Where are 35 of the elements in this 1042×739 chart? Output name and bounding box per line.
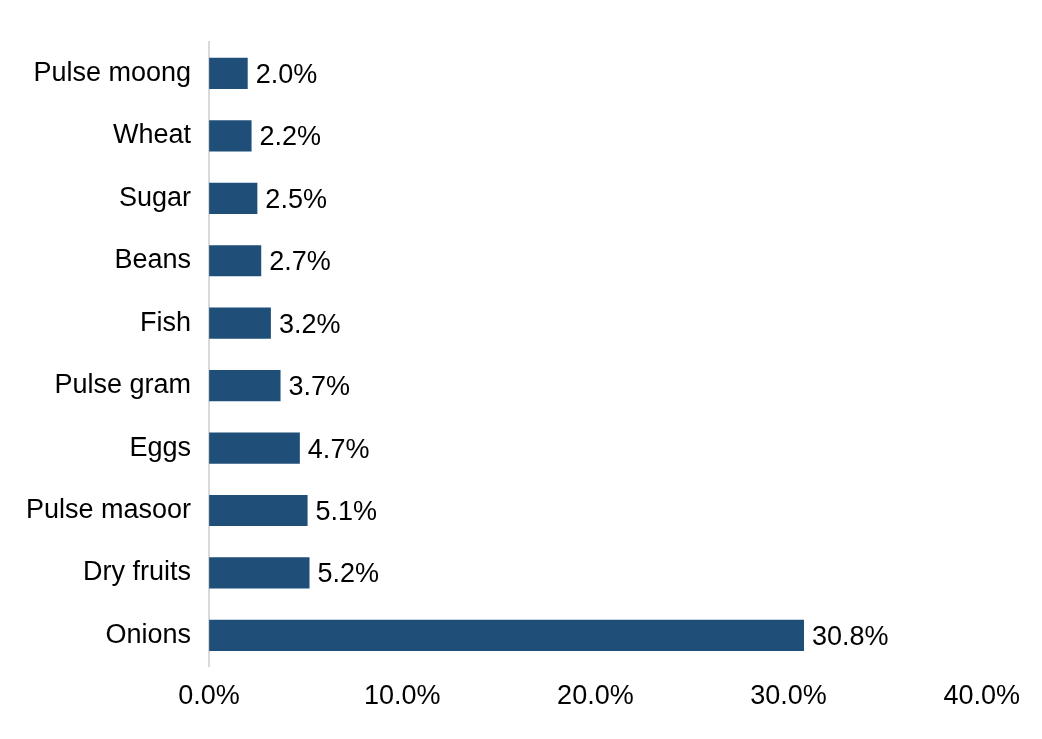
bar xyxy=(209,120,252,152)
x-tick-label: 20.0% xyxy=(557,680,634,711)
y-tick-label: Pulse gram xyxy=(54,369,192,400)
bar xyxy=(209,182,258,214)
x-tick-label: 40.0% xyxy=(943,680,1020,711)
bar xyxy=(209,307,271,339)
bar xyxy=(209,245,262,277)
data-label: 5.2% xyxy=(317,558,380,589)
x-tick-label: 30.0% xyxy=(750,680,827,711)
bar xyxy=(209,494,308,527)
data-label: 5.1% xyxy=(315,495,378,526)
data-label: 2.2% xyxy=(259,121,322,152)
bar xyxy=(209,619,805,651)
y-tick-label: Sugar xyxy=(119,181,192,212)
y-tick-label: Beans xyxy=(114,244,192,275)
bar xyxy=(209,370,281,402)
bar xyxy=(209,432,300,464)
data-label: 3.7% xyxy=(288,371,351,402)
bar xyxy=(209,557,310,589)
bar xyxy=(209,57,248,90)
y-tick-label: Fish xyxy=(140,306,192,337)
x-tick-label: 10.0% xyxy=(363,680,441,711)
y-tick-label: Pulse masoor xyxy=(25,493,192,524)
data-label: 3.2% xyxy=(278,308,341,339)
y-tick-label: Eggs xyxy=(129,431,192,462)
y-tick-label: Pulse moong xyxy=(33,56,192,87)
y-tick-label: Onions xyxy=(105,618,192,649)
x-tick-label: 0.0% xyxy=(178,680,240,711)
data-label: 30.8% xyxy=(812,620,889,651)
y-tick-label: Wheat xyxy=(113,119,192,150)
data-label: 2.7% xyxy=(269,246,331,277)
y-tick-label: Dry fruits xyxy=(83,556,192,587)
data-label: 4.7% xyxy=(307,433,370,464)
data-label: 2.5% xyxy=(265,183,327,214)
data-label: 2.0% xyxy=(255,58,318,89)
